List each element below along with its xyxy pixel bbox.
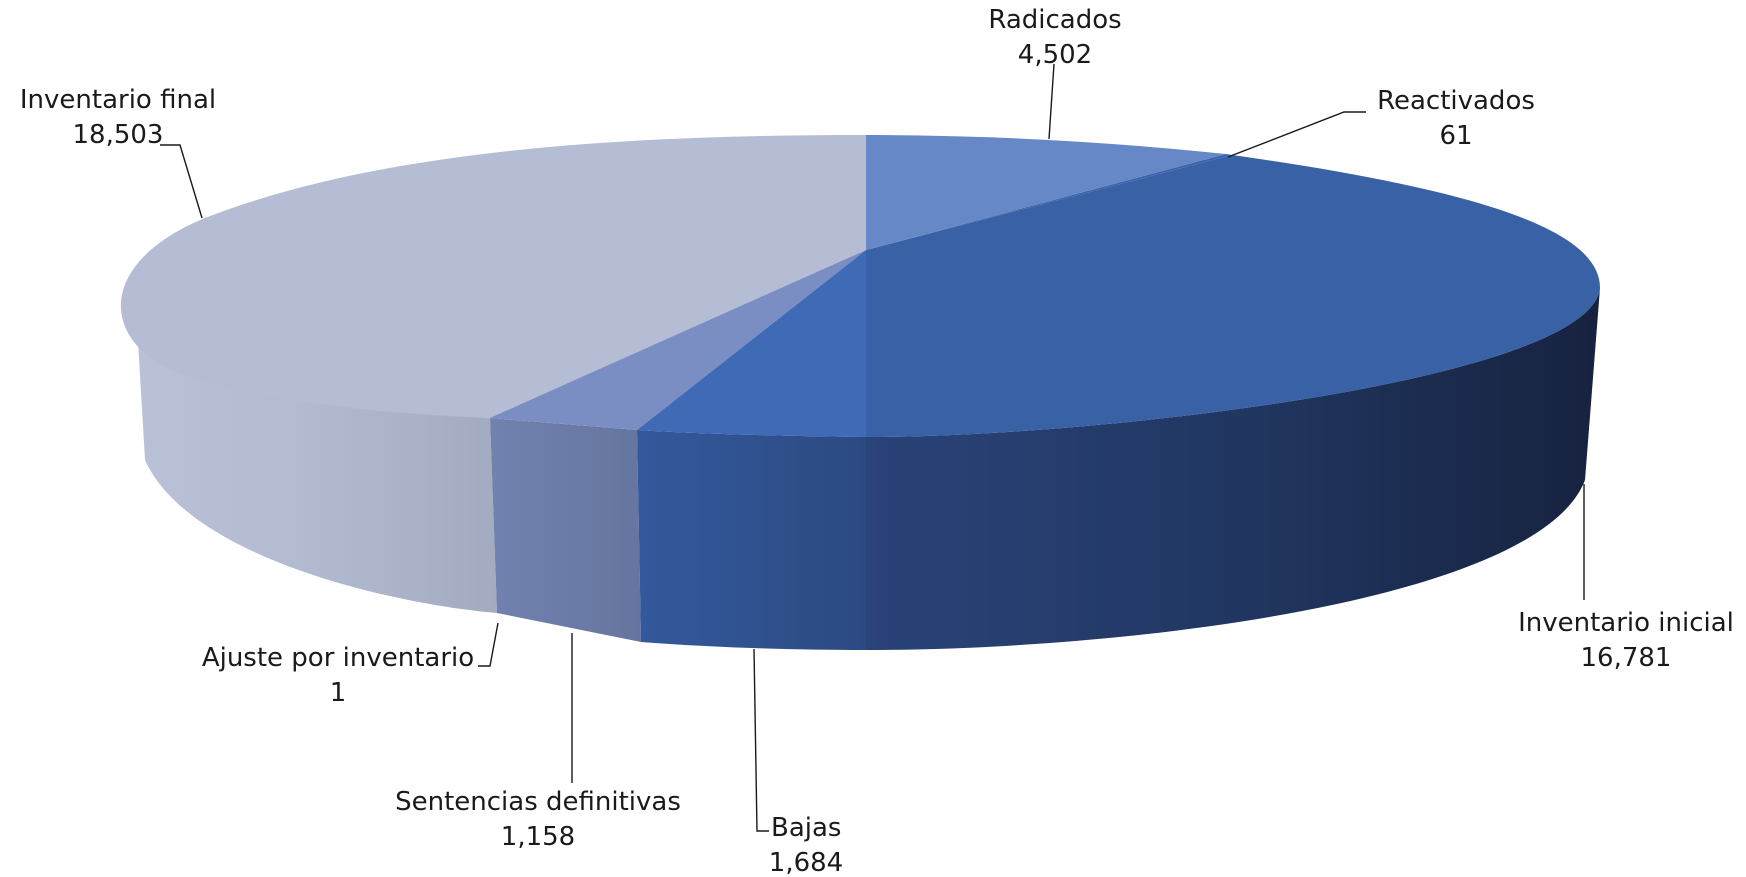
slice-sentencias-definitivas [490,250,866,430]
label-bajas: Bajas [771,813,841,843]
side-sentencias-definitivas [490,418,641,642]
label-radicados: Radicados [988,5,1121,35]
side-bajas [637,430,866,650]
label-sentencias-definitivas: Sentencias definitivas [395,787,681,817]
leader-line-inventario-final [160,144,203,219]
slice-radicados [866,135,1226,250]
side-inventario-inicial [866,288,1600,650]
leader-line-reactivados [1227,111,1366,158]
value-reactivados: 61 [1439,121,1472,151]
value-radicados: 4,502 [1018,40,1092,70]
label-ajuste-por-inventario: Ajuste por inventario [202,643,474,673]
value-inventario-final: 18,503 [73,120,164,150]
data-labels: Radicados 4,502 Reactivados 61 Inventari… [20,5,1734,877]
value-sentencias-definitivas: 1,158 [501,822,575,852]
label-inventario-final: Inventario final [20,85,216,115]
slice-inventario-inicial [866,155,1600,437]
leader-lines [160,63,1585,832]
slice-ajuste-por-inventario [490,250,866,418]
leader-line-bajas [753,648,769,832]
leader-line-ajuste-por-inventario [478,622,499,667]
label-inventario-inicial: Inventario inicial [1518,608,1734,638]
slice-reactivados [866,154,1232,250]
leader-line-radicados [1048,63,1055,140]
value-bajas: 1,684 [769,848,843,877]
value-ajuste-por-inventario: 1 [330,678,347,708]
slice-bajas [637,250,866,437]
value-inventario-inicial: 16,781 [1581,643,1672,673]
slice-inventario-final [120,135,867,418]
pie-top [120,135,1600,437]
label-reactivados: Reactivados [1377,86,1535,116]
